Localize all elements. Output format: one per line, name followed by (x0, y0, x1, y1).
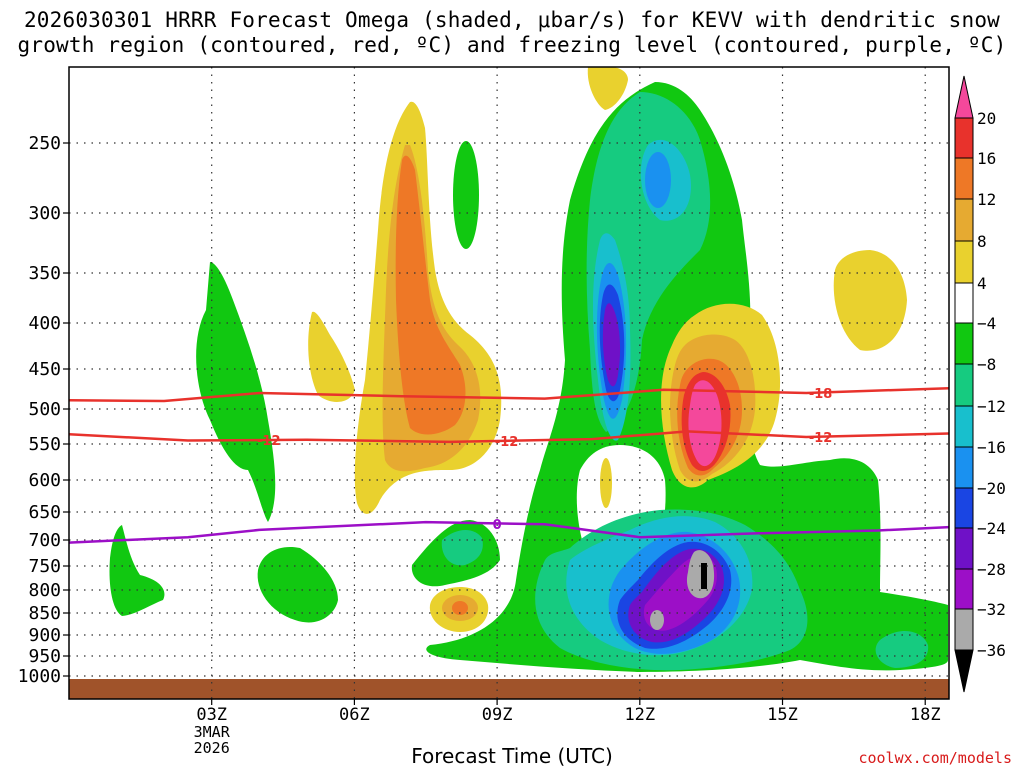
x-tick-label: 09Z (482, 705, 513, 725)
plot-frame (68, 66, 950, 700)
omega-area-black-core (701, 563, 707, 589)
chart-title-line2: growth region (contoured, red, ºC) and f… (17, 33, 1007, 57)
colorbar-swatch (954, 405, 974, 448)
y-tick-label: 600 (28, 470, 61, 491)
y-tick-label: 900 (28, 625, 61, 646)
colorbar-label: −20 (977, 479, 1006, 498)
colorbar-label: −24 (977, 519, 1006, 538)
omega-area-yellow-top (587, 67, 628, 110)
y-tick-label: 400 (28, 313, 61, 334)
contour-label: -18 (809, 387, 833, 402)
y-tick-label: 250 (28, 133, 61, 154)
y-tick-label: 950 (28, 646, 61, 667)
colorbar-swatch (954, 487, 974, 529)
colorbar-label: 16 (977, 149, 996, 168)
omega-area-violet-upper (602, 303, 621, 387)
omega-area-grey-small (650, 610, 664, 630)
colorbar-label: −8 (977, 355, 996, 374)
omega-area-teal-center (441, 530, 483, 566)
x-tick-label: 06Z (339, 705, 370, 725)
x-tick-label: 12Z (624, 705, 655, 725)
colorbar-label: 20 (977, 109, 996, 128)
freezing-level-contour (68, 520, 950, 544)
y-tick-label: 300 (28, 203, 61, 224)
omega-area-yellow-12z (600, 458, 612, 508)
x-axis-label: Forecast Time (UTC) (411, 744, 613, 768)
omega-area-orange-main (395, 155, 466, 435)
colorbar: 20 16 12 8 4 −4 −8 −12 −16 −20 −24 −28 −32 −36 (954, 75, 1006, 693)
omega-area-orange-09z (452, 601, 468, 615)
y-tick-label: 1000 (18, 666, 61, 687)
y-tick-label: 650 (28, 502, 61, 523)
omega-area-yellow-right (833, 250, 907, 351)
colorbar-swatch (954, 240, 974, 284)
y-tick-label: 550 (28, 434, 61, 455)
omega-area-blue-top (645, 152, 671, 208)
omega-area-grey-core (686, 550, 715, 599)
colorbar-label: −36 (977, 641, 1006, 660)
y-tick-label: 750 (28, 556, 61, 577)
chart-title-line1: 2026030301 HRRR Forecast Omega (shaded, … (23, 8, 1001, 32)
x-tick-label: 15Z (767, 705, 798, 725)
x-tick-label: 03Z (196, 705, 227, 725)
surface-ground (69, 679, 949, 699)
y-axis-ticks: 2503003504004505005506006507007508008509… (18, 133, 69, 687)
colorbar-top-arrow (954, 75, 974, 119)
omega-area-teal-right (875, 630, 929, 668)
colorbar-swatch (954, 282, 974, 324)
x-tick-label: 18Z (910, 705, 941, 725)
colorbar-swatch (954, 568, 974, 610)
isotherm-contour (68, 430, 950, 444)
colorbar-label: 4 (977, 274, 987, 293)
colorbar-label: 8 (977, 232, 987, 251)
credit-text: coolwx.com/models (858, 749, 1012, 767)
temperature-contours: -18 -12 -12 -12 0 (68, 386, 950, 544)
colorbar-label: −28 (977, 560, 1006, 579)
isotherm-contour (68, 386, 950, 403)
y-tick-label: 450 (28, 359, 61, 380)
colorbar-label: −16 (977, 438, 1006, 457)
y-tick-label: 800 (28, 580, 61, 601)
colorbar-swatch (954, 198, 974, 242)
omega-area-left-upper (196, 262, 276, 522)
y-tick-label: 500 (28, 399, 61, 420)
colorbar-label: 12 (977, 190, 996, 209)
y-tick-label: 850 (28, 603, 61, 624)
y-tick-label: 700 (28, 530, 61, 551)
omega-area-9z-upper (453, 141, 479, 249)
colorbar-swatch (954, 117, 974, 159)
colorbar-bottom-arrow (954, 649, 974, 693)
colorbar-swatch (954, 608, 974, 651)
contour-label: 0 (493, 518, 502, 533)
x-tick-sublabel: 2026 (194, 739, 230, 757)
omega-area-yellow-left (308, 311, 355, 402)
colorbar-swatch (954, 527, 974, 570)
contour-label: -12 (257, 434, 281, 449)
colorbar-label: −32 (977, 600, 1006, 619)
x-tick-sublabel: 3MAR (194, 723, 231, 741)
colorbar-swatch (954, 363, 974, 407)
colorbar-label: −12 (977, 397, 1006, 416)
gridlines (69, 67, 949, 699)
colorbar-label: −4 (977, 314, 996, 333)
omega-area-left-lower (109, 525, 165, 616)
omega-area-pink-14z (688, 380, 722, 467)
contour-label: -12 (809, 431, 833, 446)
contour-label: -12 (495, 435, 519, 450)
colorbar-swatch (954, 446, 974, 489)
colorbar-swatch (954, 157, 974, 200)
y-tick-label: 350 (28, 263, 61, 284)
colorbar-swatch (954, 322, 974, 365)
omega-area-lower-mid (257, 546, 338, 623)
omega-shading (69, 67, 949, 699)
